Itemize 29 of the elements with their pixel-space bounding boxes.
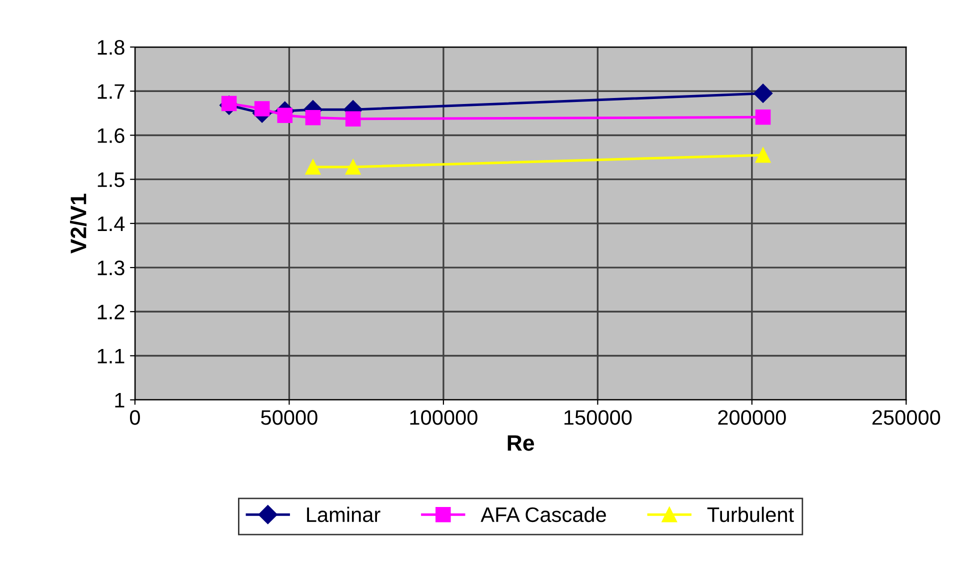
- legend-label: Turbulent: [707, 506, 794, 522]
- y-tick-label: 1.8: [98, 40, 124, 55]
- legend-label: AFA Cascade: [480, 506, 606, 522]
- point: [277, 108, 293, 124]
- y-tick-label: 1.3: [98, 260, 124, 276]
- x-tick-label: 200000: [718, 410, 786, 425]
- y-tick-label: 1.7: [98, 84, 124, 99]
- point: [305, 159, 321, 175]
- point: [305, 110, 321, 126]
- x-tick-label: 50000: [261, 410, 318, 425]
- point: [254, 101, 270, 116]
- y-tick-label: 1.5: [98, 172, 124, 188]
- y-tick-label: 1.1: [98, 348, 124, 364]
- y-tick-label: 1.4: [98, 216, 125, 231]
- point: [345, 159, 361, 175]
- x-tick-label: 150000: [564, 410, 632, 425]
- x-tick-label: 100000: [410, 410, 478, 425]
- legend-label: Laminar: [307, 506, 380, 522]
- point: [345, 111, 361, 127]
- y-tick-label: 1: [115, 393, 124, 408]
- point: [755, 110, 771, 125]
- point: [753, 84, 773, 103]
- x-tick-label: 250000: [872, 410, 940, 425]
- y-tick-label: 1.2: [98, 304, 124, 320]
- y-axis-title: V2/V1: [70, 194, 87, 254]
- y-tick-label: 1.6: [98, 128, 124, 143]
- point: [755, 147, 771, 163]
- x-axis-title: Re: [508, 435, 534, 451]
- x-tick-label: 0: [130, 410, 140, 425]
